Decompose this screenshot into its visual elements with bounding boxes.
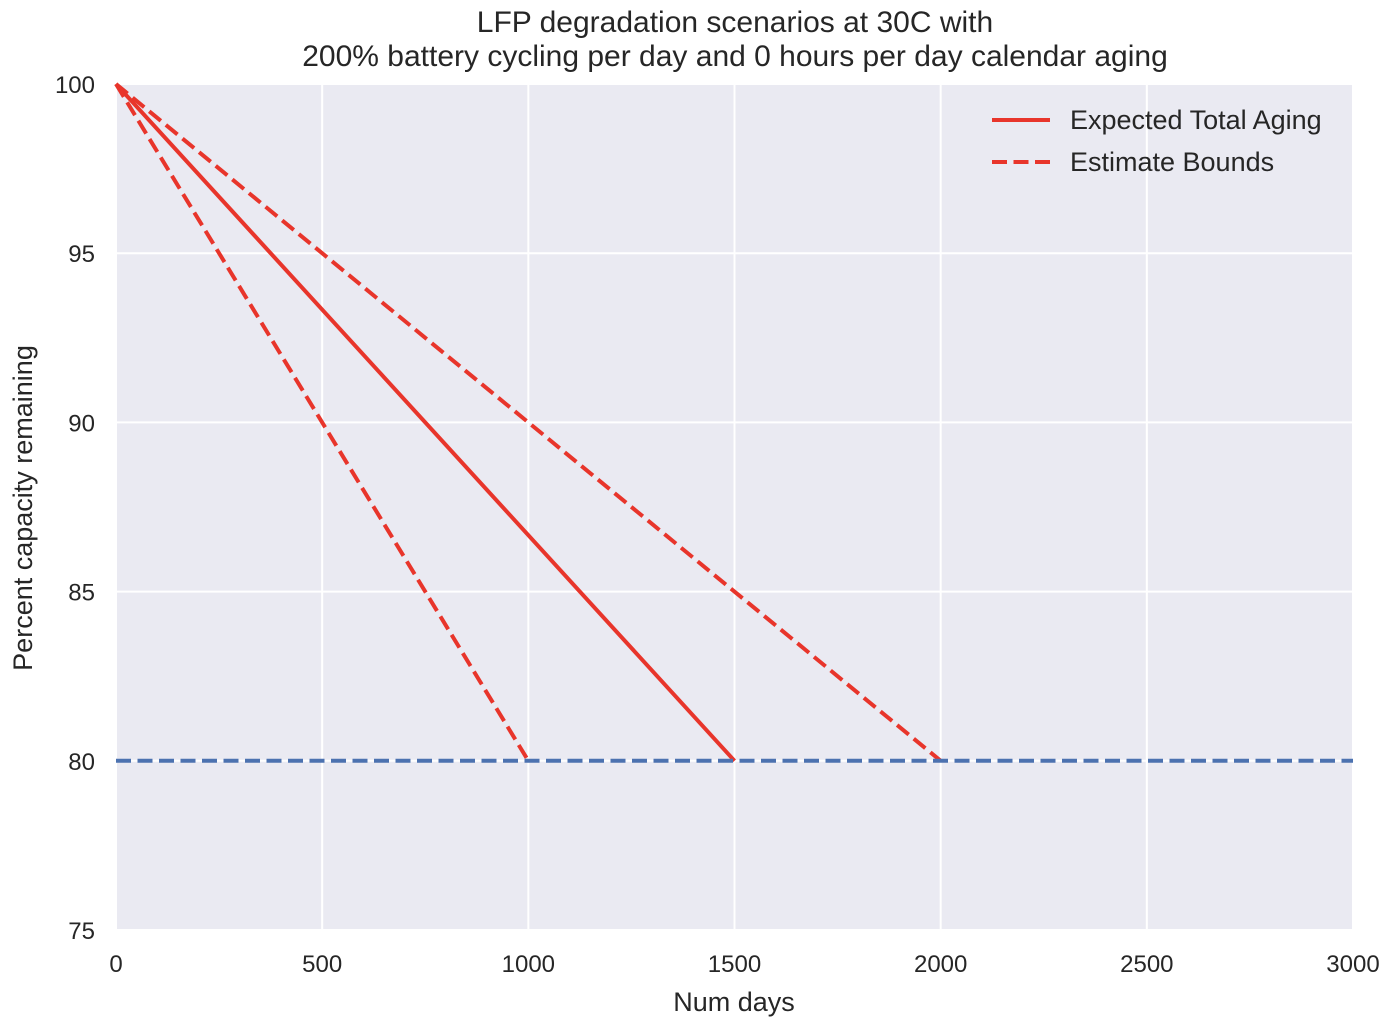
chart-title-line-2: 200% battery cycling per day and 0 hours…: [302, 40, 1168, 73]
x-tick-label: 3000: [1326, 951, 1379, 978]
x-tick-label: 0: [109, 951, 122, 978]
series-line-0: [114, 82, 736, 763]
series-line-1: [114, 82, 531, 762]
y-axis-label: Percent capacity remaining: [8, 345, 38, 671]
y-tick-label: 75: [68, 918, 95, 945]
x-tick-label: 2000: [914, 951, 967, 978]
series-line-2: [114, 82, 942, 763]
y-tick-label: 90: [68, 410, 95, 437]
y-tick-label: 85: [68, 580, 95, 607]
chart-title-line-1: LFP degradation scenarios at 30C with: [477, 6, 993, 39]
x-tick-labels: 0 500 1000 1500 2000 2500 3000: [109, 951, 1379, 978]
x-tick-label: 2500: [1120, 951, 1173, 978]
series-layer: [114, 82, 1353, 763]
x-tick-label: 500: [302, 951, 342, 978]
x-tick-label: 1000: [502, 951, 555, 978]
y-tick-label: 95: [68, 241, 95, 268]
x-tick-label: 1500: [708, 951, 761, 978]
y-tick-label: 80: [68, 749, 95, 776]
y-tick-labels: 75 80 85 90 95 100: [55, 72, 95, 945]
y-tick-label: 100: [55, 72, 95, 99]
legend-label: Expected Total Aging: [1070, 105, 1322, 135]
legend: Expected Total Aging Estimate Bounds: [992, 105, 1322, 177]
x-axis-label: Num days: [673, 987, 795, 1017]
legend-label: Estimate Bounds: [1070, 147, 1274, 177]
